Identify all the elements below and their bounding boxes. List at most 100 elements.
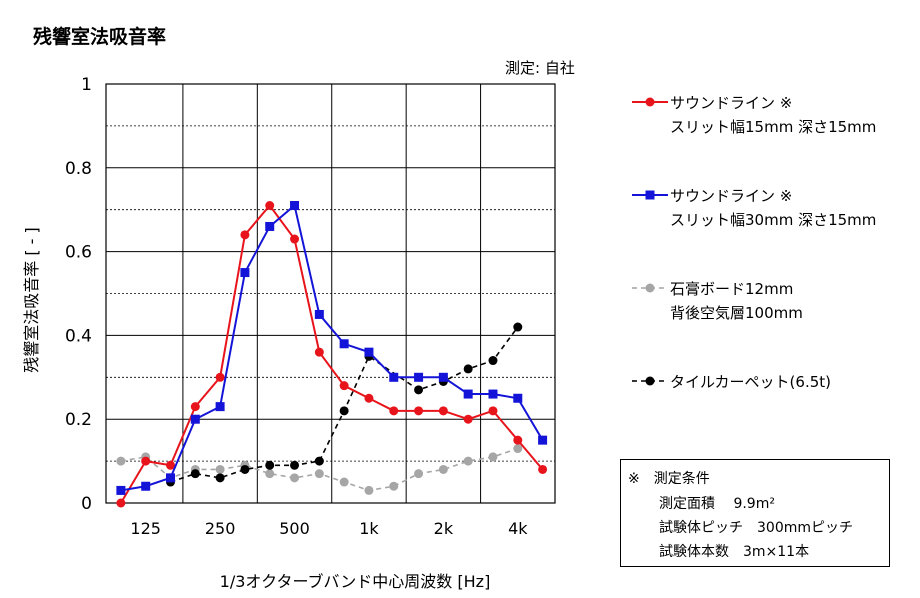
series-1-point	[165, 460, 175, 470]
legend-swatch-marker	[645, 190, 655, 200]
legend-label-series-2: サウンドライン ※	[670, 187, 793, 205]
series-1-point	[414, 406, 424, 416]
series-2-point	[190, 414, 200, 424]
legend-swatch-marker	[645, 283, 655, 293]
series-4-point	[463, 364, 473, 374]
measurement-conditions-box: ※ 測定条件 測定面積 9.9m² 試験体ピッチ 300mmピッチ 試験体本数 …	[620, 459, 890, 567]
y-tick-label: 0	[81, 494, 92, 514]
y-tick-label: 0.8	[65, 159, 92, 179]
series-2-point	[240, 268, 250, 278]
series-2-point	[339, 339, 349, 349]
series-2-point	[215, 402, 225, 412]
legend-swatch-marker	[645, 97, 655, 107]
series-4-point	[513, 322, 523, 332]
series-2-point	[389, 372, 399, 382]
series-2-point	[116, 485, 126, 495]
x-tick-label: 2k	[434, 519, 454, 538]
legend-item-series-4: タイルカーペット(6.5t)	[632, 371, 912, 401]
chart-legend: サウンドライン ※ スリット幅15mm 深さ15mm サウンドライン ※ スリッ…	[632, 92, 912, 430]
series-1-point	[339, 381, 349, 391]
series-2-point	[488, 389, 498, 399]
series-3-point	[438, 464, 448, 474]
series-1-point	[190, 402, 200, 412]
series-3-point	[290, 473, 300, 483]
series-3-point	[389, 481, 399, 491]
series-3-point	[116, 456, 126, 466]
series-2-point	[141, 481, 151, 491]
series-3-point	[265, 469, 275, 479]
series-1-point	[438, 406, 448, 416]
legend-swatch-series-4	[632, 376, 668, 386]
legend-label-series-1: サウンドライン ※	[670, 94, 793, 112]
measured-by-label: 測定: 自社	[505, 59, 575, 77]
series-3-point	[463, 456, 473, 466]
series-1-point	[290, 234, 300, 244]
series-1-point	[240, 230, 250, 240]
series-3-point	[513, 444, 523, 454]
series-4-point	[314, 456, 324, 466]
series-2-point	[463, 389, 473, 399]
series-2	[116, 201, 548, 495]
chart-title: 残響室法吸音率	[33, 26, 167, 48]
legend-sublabel-series-1: スリット幅15mm 深さ15mm	[670, 118, 877, 136]
series-2-point	[290, 201, 300, 211]
legend-sublabel-series-2: スリット幅30mm 深さ15mm	[670, 211, 877, 229]
legend-label-series-3: 石膏ボード12mm	[670, 280, 794, 298]
legend-swatch-marker	[645, 376, 655, 386]
series-2-point	[438, 372, 448, 382]
series-4-point	[215, 473, 225, 483]
series-1-point	[265, 201, 275, 211]
series-2-point	[414, 372, 424, 382]
legend-item-series-1: サウンドライン ※ スリット幅15mm 深さ15mm	[632, 92, 912, 156]
series-4-point	[265, 460, 275, 470]
series-1-point	[141, 456, 151, 466]
series-2-point	[538, 435, 548, 445]
x-tick-label: 4k	[508, 519, 528, 538]
series-4-point	[414, 385, 424, 395]
conditions-pitch: 試験体ピッチ 300mmピッチ	[659, 520, 853, 536]
y-tick-label: 1	[81, 75, 92, 95]
legend-sublabel-series-3: 背後空気層100mm	[670, 304, 803, 322]
legend-label-series-4: タイルカーペット(6.5t)	[670, 373, 831, 391]
series-4-point	[240, 464, 250, 474]
legend-swatch-series-1	[632, 97, 668, 107]
series-1-point	[116, 498, 126, 508]
series-4-point	[488, 356, 498, 366]
series-1-point	[463, 414, 473, 424]
series-3-point	[339, 477, 349, 487]
x-tick-label: 125	[130, 519, 161, 538]
series-2-point	[513, 393, 523, 403]
series-1-point	[513, 435, 523, 445]
plot-border	[105, 83, 556, 504]
y-axis-label: 残響室法吸音率 [ - ]	[22, 227, 41, 373]
series-4	[165, 322, 523, 487]
series-4-point	[190, 469, 200, 479]
series-1-point	[488, 406, 498, 416]
series-3-point	[314, 469, 324, 479]
conditions-header: ※ 測定条件	[628, 471, 710, 487]
legend-swatch-series-2	[632, 190, 668, 200]
y-tick-label: 0.4	[65, 326, 92, 346]
legend-item-series-3: 石膏ボード12mm 背後空気層100mm	[632, 278, 912, 342]
series-4-point	[290, 460, 300, 470]
series-3-point	[215, 464, 225, 474]
conditions-area: 測定面積 9.9m²	[659, 496, 775, 512]
x-tick-label: 1k	[359, 519, 379, 538]
series-3-point	[488, 452, 498, 462]
y-tick-label: 0.6	[65, 243, 92, 263]
legend-swatch-series-3	[632, 283, 668, 293]
x-axis-label: 1/3オクターブバンド中心周波数 [Hz]	[219, 572, 491, 591]
series-2-point	[265, 221, 275, 231]
series-2-point	[314, 309, 324, 319]
y-tick-label: 0.2	[65, 410, 92, 430]
series-2-point	[364, 347, 374, 357]
x-tick-label: 250	[205, 519, 236, 538]
series-2-point	[165, 473, 175, 483]
conditions-count: 試験体本数 3m×11本	[659, 544, 810, 560]
legend-item-series-2: サウンドライン ※ スリット幅30mm 深さ15mm	[632, 185, 912, 249]
series-3-point	[414, 469, 424, 479]
x-tick-label: 500	[279, 519, 310, 538]
series-1-point	[314, 347, 324, 357]
series-3-point	[364, 485, 374, 495]
series-1-point	[389, 406, 399, 416]
